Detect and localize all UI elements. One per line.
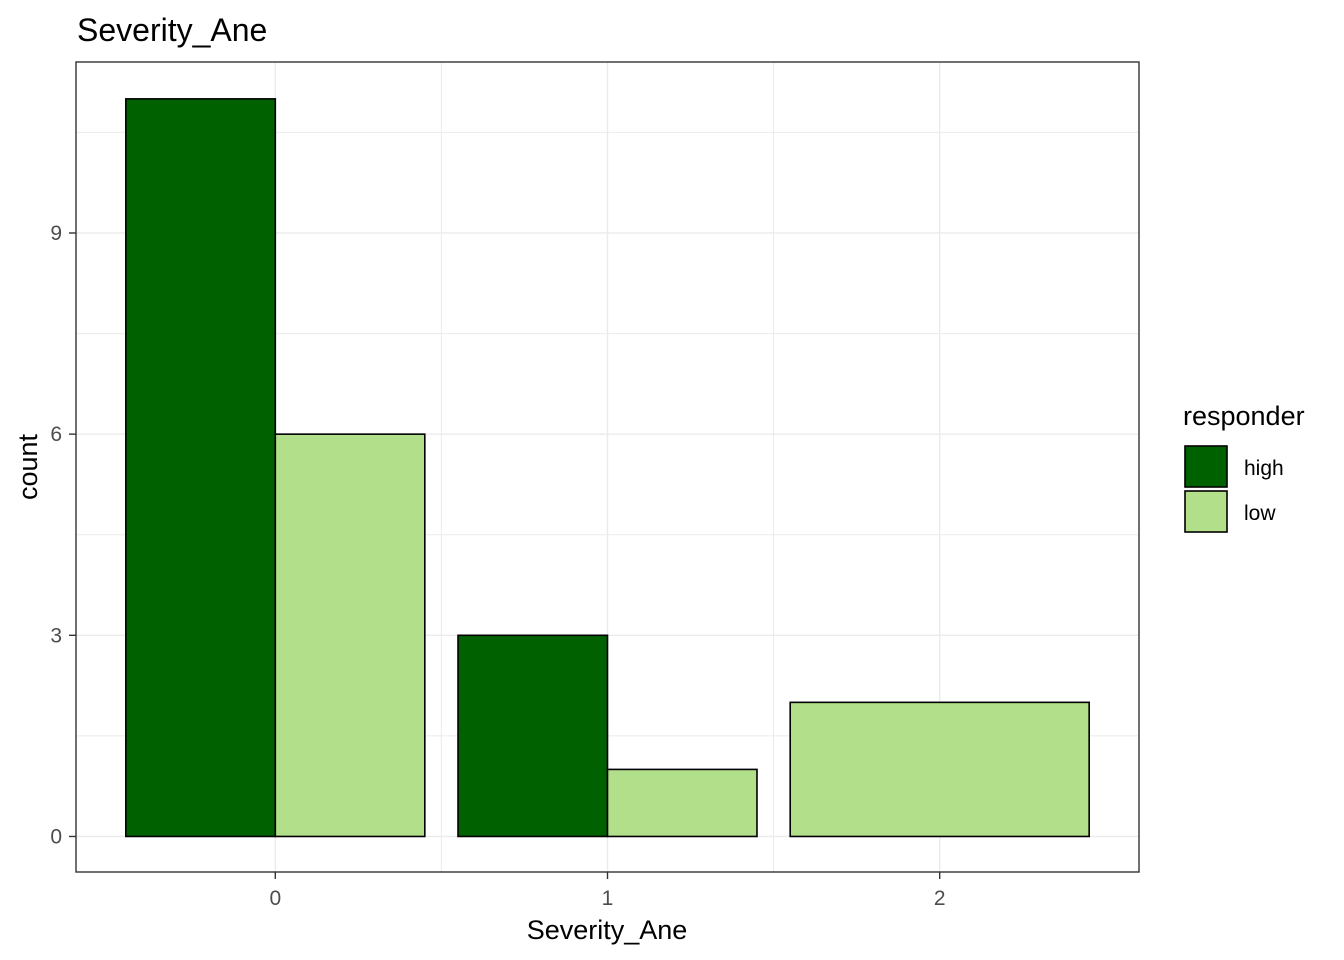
x-tick-label: 2: [934, 887, 946, 910]
bar-low-2: [789, 701, 1090, 838]
bars: [125, 98, 1090, 838]
bar-high-1: [457, 634, 609, 838]
legend-items: high low: [1184, 445, 1284, 533]
x-tick-label: 1: [602, 887, 614, 910]
legend-label-high: high: [1244, 457, 1284, 480]
legend-title: responder: [1183, 401, 1305, 431]
y-tick-label: 9: [50, 222, 62, 245]
y-axis-title: count: [13, 433, 43, 500]
y-tick-label: 0: [50, 825, 62, 848]
y-axis: 0 3 6 9: [50, 222, 76, 848]
bar-high-0: [125, 98, 277, 838]
x-axis: 0 1 2: [269, 872, 946, 910]
legend-label-low: low: [1244, 502, 1276, 525]
x-axis-title: Severity_Ane: [527, 915, 688, 945]
bar-low-1: [606, 768, 758, 838]
y-tick-label: 3: [50, 624, 62, 647]
y-tick-label: 6: [50, 423, 62, 446]
x-tick-label: 0: [269, 887, 281, 910]
legend-key-low: [1184, 490, 1228, 533]
legend-key-high: [1184, 445, 1228, 488]
bar-low-0: [274, 433, 426, 838]
chart-title: Severity_Ane: [77, 12, 267, 48]
legend: responder high low: [1183, 401, 1305, 533]
